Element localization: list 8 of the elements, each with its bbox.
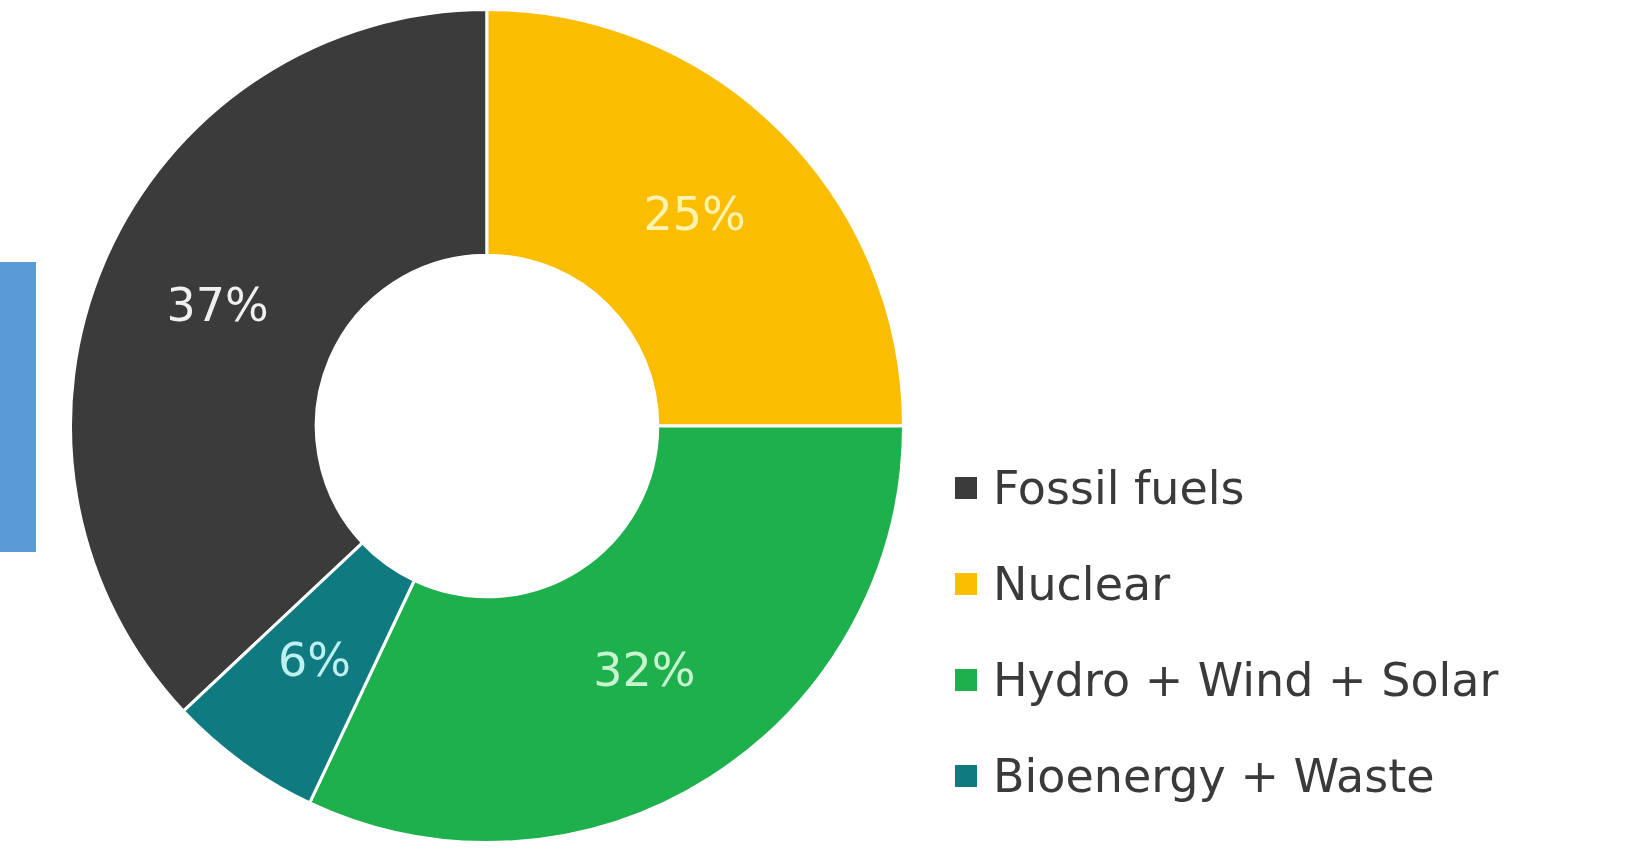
data-label: 6% [277, 632, 351, 687]
data-label: 32% [593, 642, 696, 697]
legend-label: Bioenergy + Waste [993, 749, 1435, 803]
data-label: 37% [166, 278, 269, 333]
legend-label: Fossil fuels [993, 461, 1245, 515]
legend-label: Nuclear [993, 557, 1171, 611]
legend-label: Hydro + Wind + Solar [993, 653, 1499, 707]
data-label: 25% [643, 187, 746, 242]
